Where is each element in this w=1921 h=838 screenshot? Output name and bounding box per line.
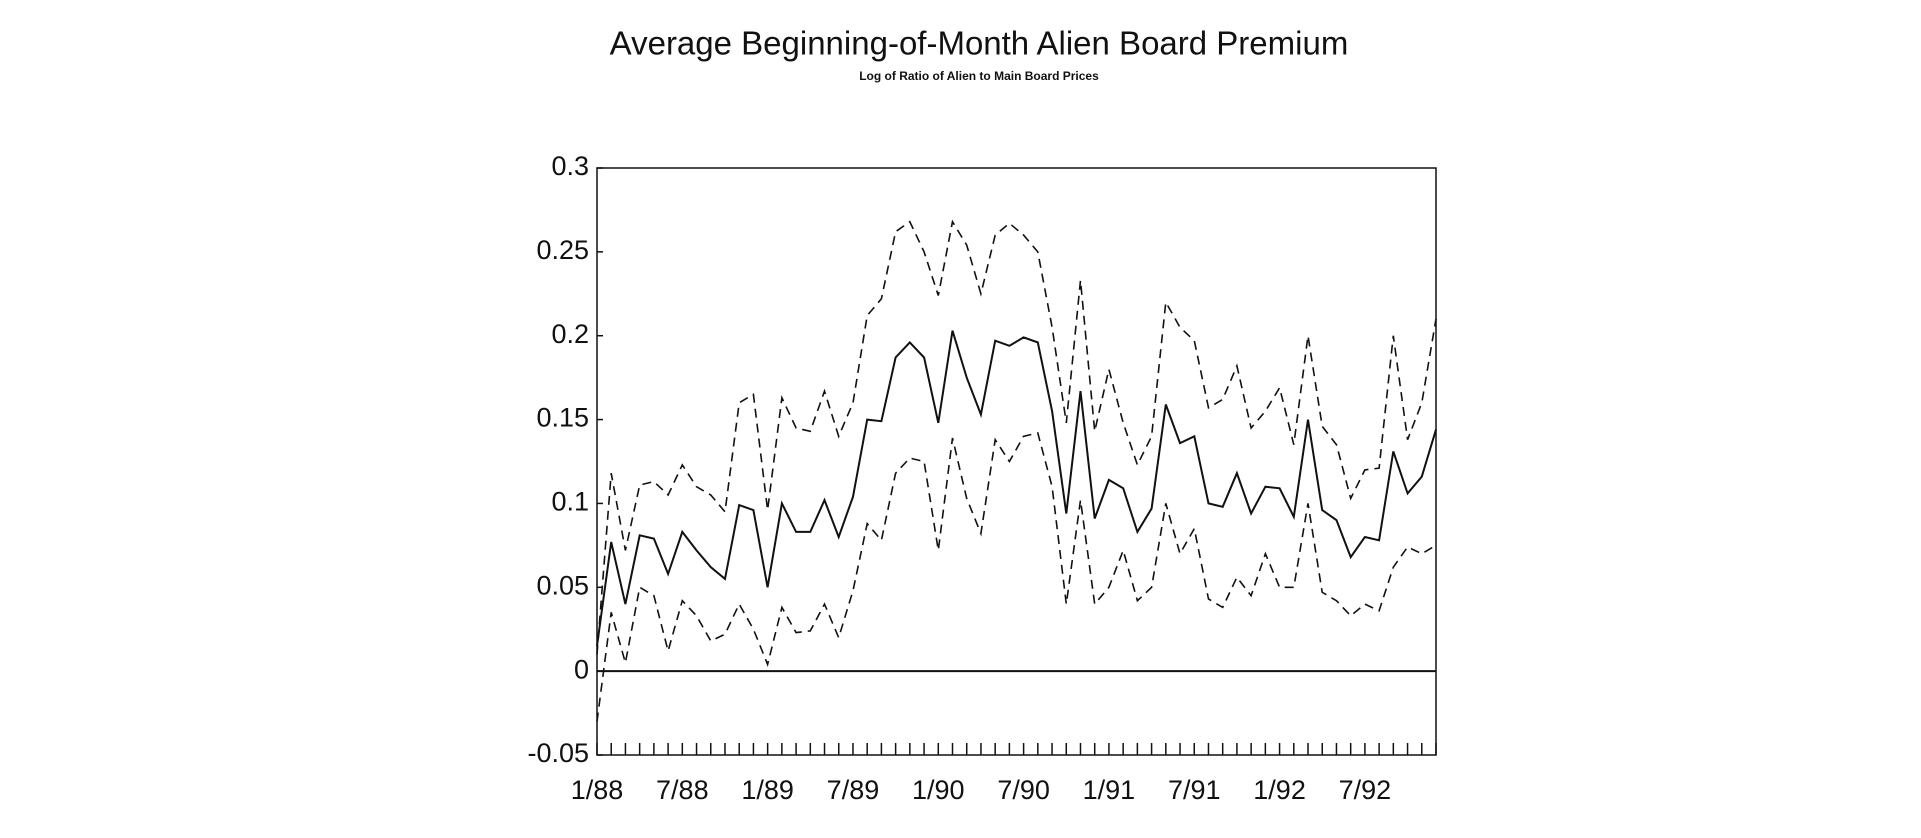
x-tick-label: 1/90 bbox=[912, 775, 965, 805]
y-tick-label: 0.2 bbox=[551, 319, 589, 349]
y-tick-label: 0.25 bbox=[536, 235, 589, 265]
y-tick-label: 0.05 bbox=[536, 570, 589, 600]
x-tick-label: 1/92 bbox=[1253, 775, 1306, 805]
x-tick-label: 7/89 bbox=[827, 775, 880, 805]
x-tick-label: 1/89 bbox=[741, 775, 794, 805]
chart-title: Average Beginning-of-Month Alien Board P… bbox=[610, 25, 1349, 62]
x-tick-label: 1/88 bbox=[571, 775, 624, 805]
x-tick-label: 7/90 bbox=[997, 775, 1050, 805]
series-line bbox=[596, 219, 1437, 655]
y-tick-label: 0.15 bbox=[536, 403, 589, 433]
y-tick-label: 0.1 bbox=[551, 487, 589, 517]
x-tick-label: 1/91 bbox=[1083, 775, 1136, 805]
series-line bbox=[596, 432, 1437, 722]
chart-subtitle: Log of Ratio of Alien to Main Board Pric… bbox=[859, 69, 1099, 83]
x-tick-label: 7/92 bbox=[1339, 775, 1392, 805]
series-line bbox=[596, 330, 1437, 647]
plot-frame bbox=[596, 167, 1437, 756]
y-tick-label: -0.05 bbox=[527, 738, 589, 768]
x-tick-label: 7/91 bbox=[1168, 775, 1221, 805]
y-tick-label: 0 bbox=[574, 654, 589, 684]
x-tick-label: 7/88 bbox=[656, 775, 709, 805]
y-tick-label: 0.3 bbox=[551, 151, 589, 181]
